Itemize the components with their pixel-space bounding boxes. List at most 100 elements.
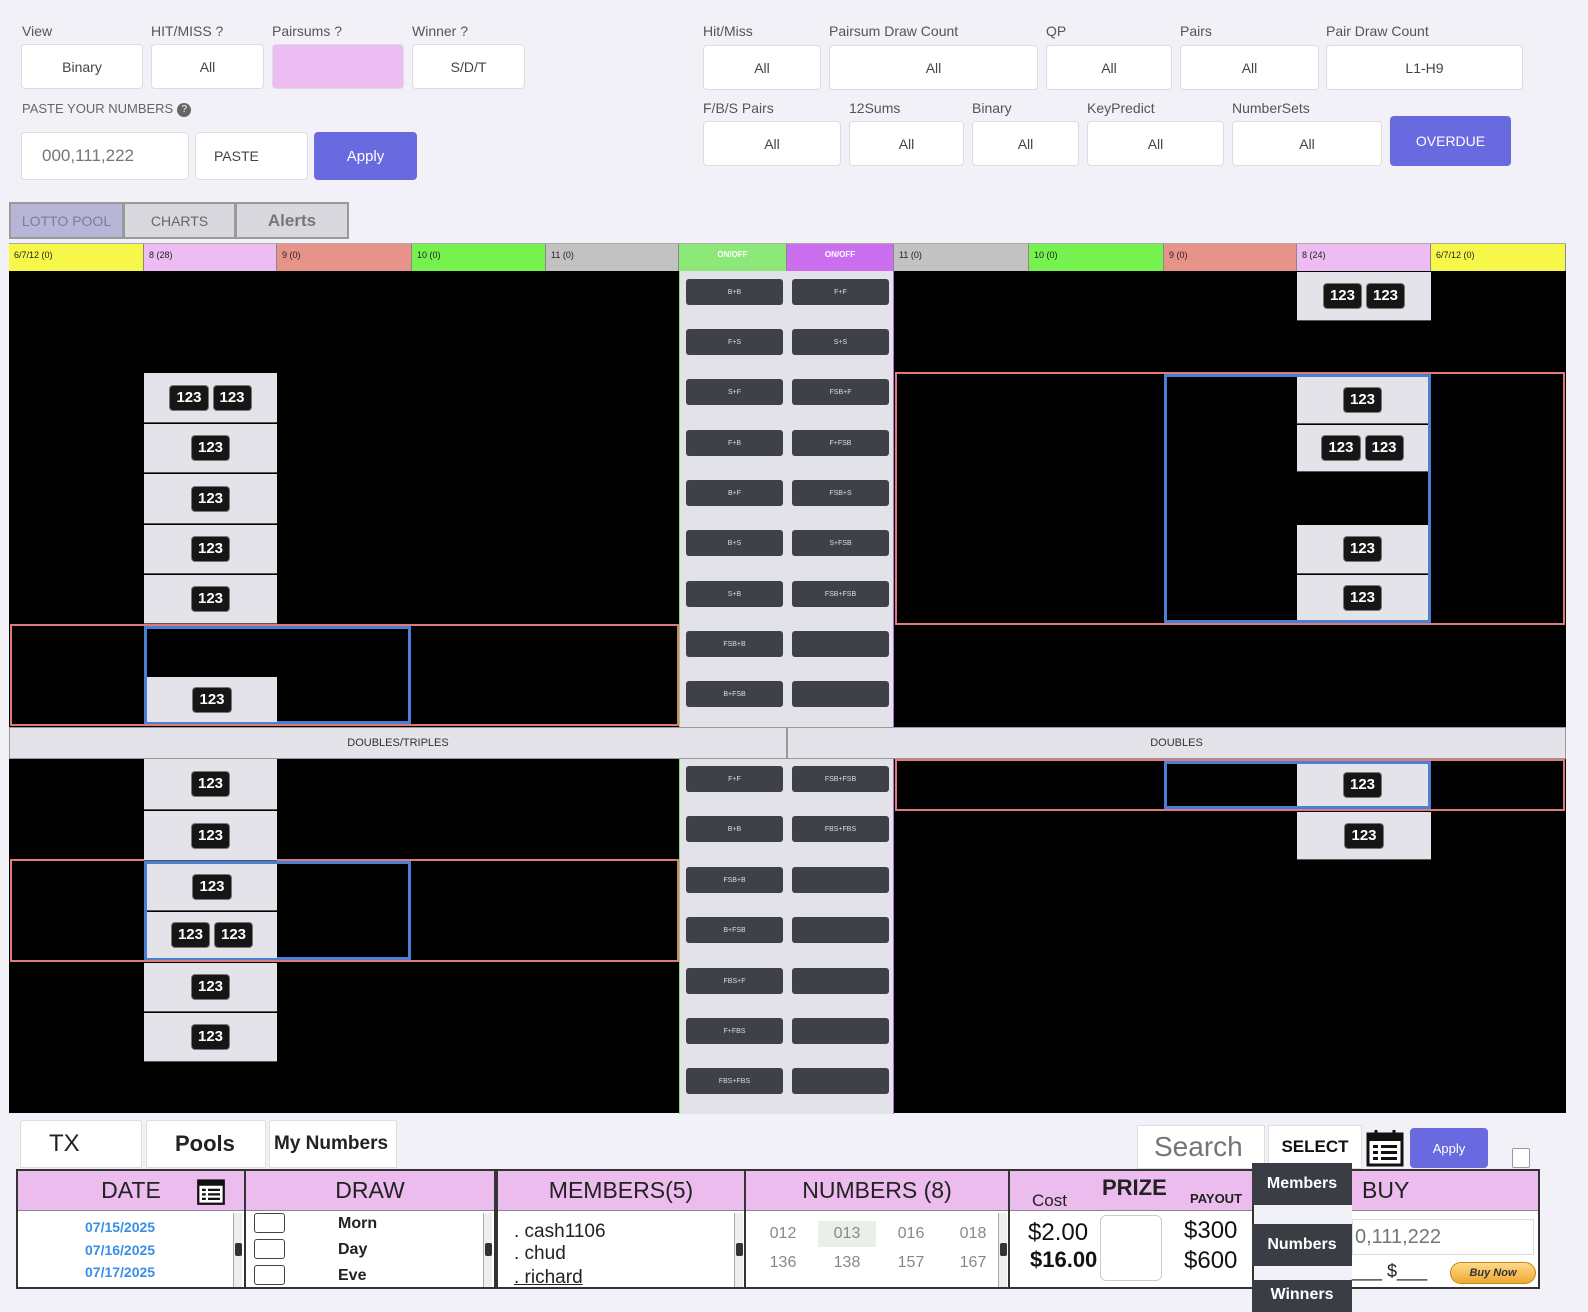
tab-tx[interactable]: TX [20, 1120, 142, 1168]
number-item[interactable]: 016 [897, 1225, 925, 1242]
number-cell[interactable]: 123 [147, 677, 277, 722]
pair-button[interactable]: S+F [686, 379, 783, 405]
keypredict-select[interactable]: All [1087, 121, 1224, 166]
number-cell[interactable]: 123 123 [147, 912, 277, 958]
number-cell[interactable]: 123 [1297, 377, 1428, 424]
pair-button[interactable]: F+FBS [686, 1018, 783, 1044]
number-chip[interactable]: 123 [190, 1024, 231, 1050]
members-scrollbar[interactable] [734, 1213, 743, 1287]
winner-select[interactable]: S/D/T [412, 44, 525, 89]
calendar-icon[interactable] [1365, 1128, 1405, 1168]
number-chip[interactable]: 123 [1342, 584, 1383, 611]
pair-button[interactable]: B+FSB [686, 917, 783, 943]
apply-button[interactable]: Apply [314, 132, 417, 180]
pair-button[interactable] [792, 917, 889, 943]
date-scrollbar[interactable] [233, 1213, 242, 1287]
paste-numbers-input[interactable] [21, 132, 189, 180]
number-chip[interactable]: 123 [190, 822, 231, 849]
paste-button[interactable]: PASTE [195, 132, 308, 180]
morn-checkbox[interactable] [254, 1213, 285, 1233]
pairs-select[interactable]: All [1180, 45, 1319, 90]
eve-checkbox[interactable] [254, 1265, 285, 1285]
number-cell[interactable]: 123 [144, 525, 277, 574]
member-item[interactable]: . richard [514, 1267, 583, 1288]
number-cell[interactable]: 123 [1297, 575, 1428, 620]
pair-button[interactable]: B+B [686, 279, 783, 305]
number-cell[interactable]: 123 [144, 759, 277, 810]
pair-button[interactable]: FSB+FSB [792, 766, 889, 792]
qp-select[interactable]: All [1046, 45, 1172, 90]
number-chip[interactable]: 123 [1321, 435, 1361, 461]
number-cell[interactable]: 123 [144, 424, 277, 473]
number-item[interactable]: 167 [959, 1254, 987, 1271]
numbersets-select[interactable]: All [1232, 121, 1382, 166]
number-chip[interactable]: 123 [192, 874, 232, 900]
fbs-pairs-select[interactable]: All [703, 121, 841, 166]
number-cell[interactable]: 123 [144, 575, 277, 624]
header-right-10[interactable]: 10 (0) [1029, 244, 1164, 271]
pair-button[interactable]: FBS+FBS [686, 1068, 783, 1094]
header-right-11[interactable]: 11 (0) [894, 244, 1029, 271]
winners-button[interactable]: Winners [1252, 1280, 1352, 1312]
number-cell[interactable]: 123 123 [1297, 425, 1428, 472]
12sums-select[interactable]: All [849, 121, 964, 166]
tab-my-numbers[interactable]: My Numbers [269, 1120, 397, 1168]
member-item[interactable]: . chud [514, 1243, 566, 1264]
pair-button[interactable] [792, 968, 889, 994]
pair-button[interactable] [792, 1018, 889, 1044]
pair-button[interactable]: B+B [686, 816, 783, 842]
pair-draw-count-select[interactable]: L1-H9 [1326, 45, 1523, 90]
number-cell[interactable]: 123 [1297, 525, 1428, 574]
number-chip[interactable]: 123 [1342, 536, 1383, 562]
pair-button[interactable]: FBS+FBS [792, 816, 889, 842]
day-checkbox[interactable] [254, 1239, 285, 1259]
header-right-6-7-12[interactable]: 6/7/12 (0) [1431, 244, 1566, 271]
number-cell[interactable]: 123 [144, 474, 277, 524]
tab-pools[interactable]: Pools [146, 1120, 266, 1168]
header-left-11[interactable]: 11 (0) [546, 244, 679, 271]
tab-alerts[interactable]: Alerts [235, 202, 349, 239]
number-chip[interactable]: 123 [1366, 283, 1406, 309]
numbers-scrollbar[interactable] [998, 1213, 1007, 1287]
pair-button[interactable] [792, 1068, 889, 1094]
pair-button[interactable]: FSB+B [686, 867, 783, 893]
number-cell[interactable]: 123 [144, 811, 277, 861]
pair-button[interactable]: FSB+F [792, 379, 889, 405]
number-chip[interactable]: 123 [190, 435, 231, 461]
pair-button[interactable]: S+FSB [792, 530, 889, 556]
onoff-right-toggle[interactable]: ON/OFF [787, 244, 894, 271]
bottom-apply-button[interactable]: Apply [1410, 1128, 1488, 1168]
buy-now-button[interactable]: Buy Now [1450, 1262, 1536, 1284]
number-cell[interactable]: 123 [1297, 812, 1431, 860]
pair-button[interactable]: S+S [792, 329, 889, 355]
number-item[interactable]: 157 [897, 1254, 925, 1271]
number-chip[interactable]: 123 [1364, 435, 1404, 461]
search-input[interactable] [1137, 1125, 1265, 1169]
hitmiss-filter-select[interactable]: All [703, 45, 821, 90]
header-left-8[interactable]: 8 (28) [144, 244, 277, 271]
number-chip[interactable]: 123 [1344, 822, 1384, 849]
number-cell[interactable]: 123 [1297, 764, 1428, 806]
number-item[interactable]: 012 [769, 1225, 797, 1242]
header-right-9[interactable]: 9 (0) [1164, 244, 1297, 271]
number-chip[interactable]: 123 [1322, 283, 1362, 309]
date-item[interactable]: 07/16/2025 [85, 1242, 156, 1258]
pair-button[interactable]: F+F [792, 279, 889, 305]
number-cell[interactable]: 123 [144, 963, 277, 1012]
number-chip[interactable]: 123 [190, 974, 231, 1000]
header-left-10[interactable]: 10 (0) [412, 244, 546, 271]
pair-button[interactable]: FSB+S [792, 480, 889, 506]
number-chip[interactable]: 123 [190, 771, 231, 797]
pair-button[interactable]: F+FSB [792, 430, 889, 456]
date-item[interactable]: 07/15/2025 [85, 1219, 156, 1235]
member-item[interactable]: . cash1106 [514, 1221, 606, 1242]
pair-button[interactable]: FSB+FSB [792, 581, 889, 607]
numbers-button[interactable]: Numbers [1252, 1224, 1352, 1266]
date-calendar-icon[interactable] [196, 1176, 226, 1206]
number-chip[interactable]: 123 [212, 384, 252, 411]
header-right-8[interactable]: 8 (24) [1297, 244, 1431, 271]
number-cell[interactable]: 123 [147, 864, 277, 911]
number-chip[interactable]: 123 [190, 586, 231, 612]
pairsum-draw-count-select[interactable]: All [829, 45, 1038, 90]
pair-button[interactable]: S+B [686, 581, 783, 607]
